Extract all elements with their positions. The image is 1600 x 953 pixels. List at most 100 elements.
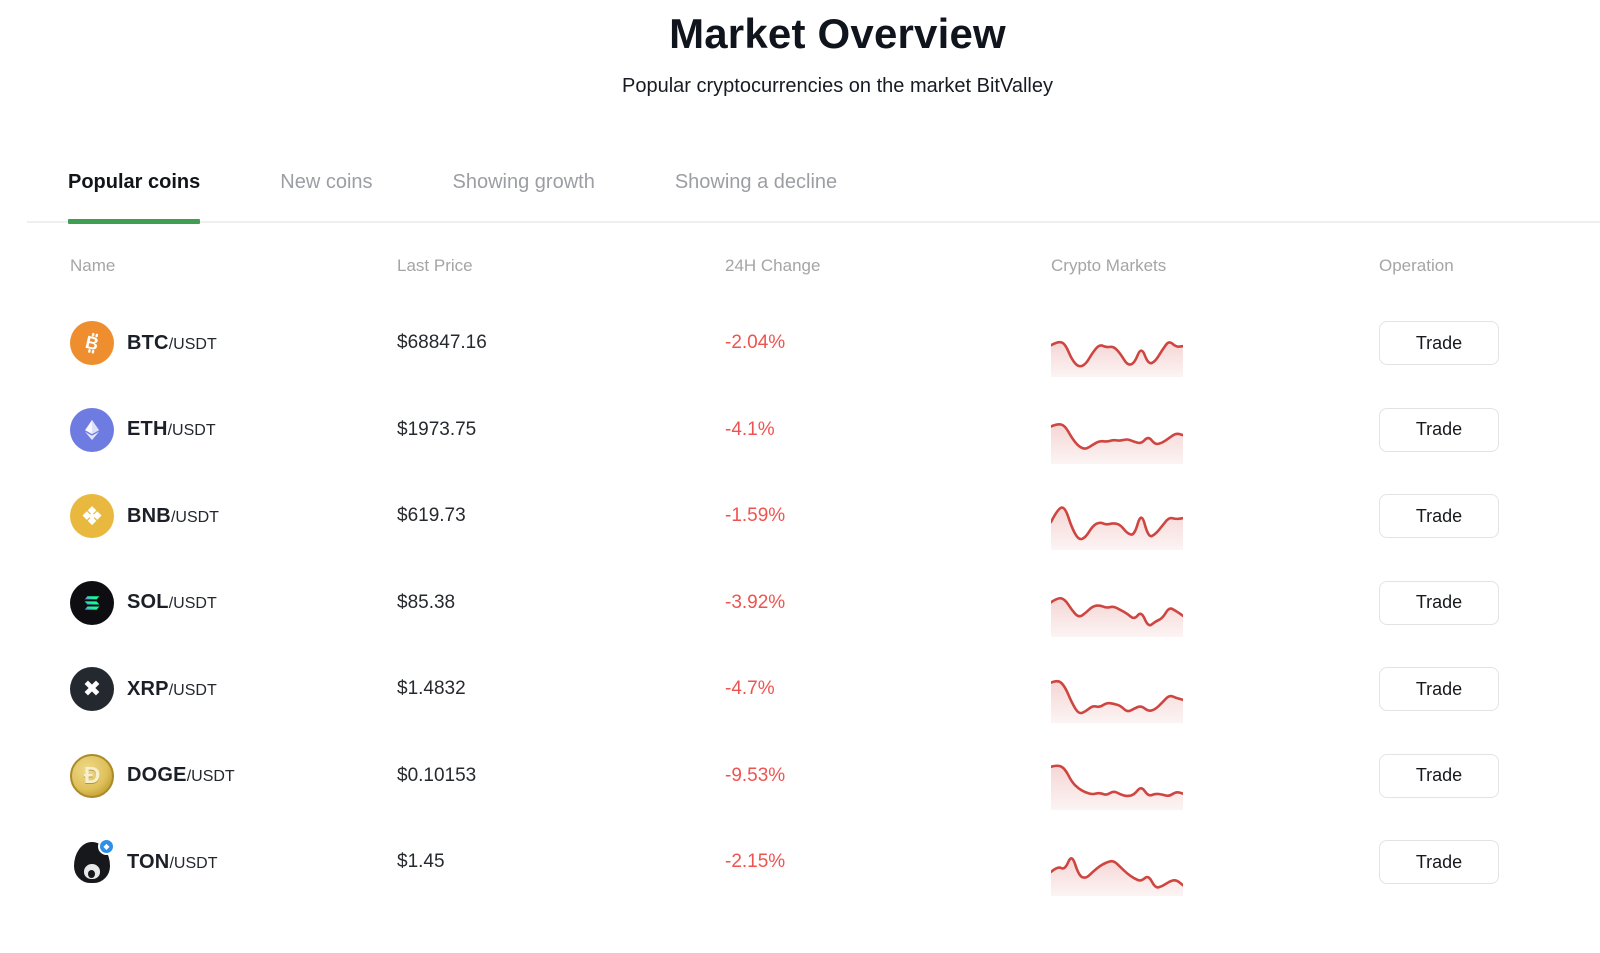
last-price-cell: $85.38 [397,592,725,614]
change-24h: -2.15% [725,851,786,873]
coin-pair-suffix: /USDT [167,422,216,440]
coin-pair: BNB/USDT [127,505,219,528]
change-24h: -3.92% [725,591,786,613]
column-header-24h-change: 24H Change [725,256,821,275]
coin-symbol: DOGE [127,764,187,787]
page-subtitle: Popular cryptocurrencies on the market B… [622,75,1053,97]
coin-pair-suffix: /USDT [168,681,217,699]
change-cell: -3.92% [725,592,1051,614]
table-row: ✖ XRP/USDT $1.4832 -4.7% Trade [70,646,1600,733]
table-row: Ð DOGE/USDT $0.10153 -9.53% Trade [70,733,1600,820]
last-price-cell: $1.45 [397,851,725,873]
coin-pair-suffix: /USDT [168,335,217,353]
coin-name-cell: ETH/USDT [70,407,397,452]
page-title: Market Overview [669,10,1006,57]
table-body: B BTC/USDT $68847.16 -2.04% Trade ETH/USDT $19… [70,300,1600,906]
coin-symbol: ETH [127,418,168,441]
last-price: $1.45 [397,851,445,873]
page-header: Market Overview Popular cryptocurrencies… [0,0,1600,98]
coin-pair-suffix: /USDT [168,595,217,613]
coin-name-cell: Ð DOGE/USDT [70,753,397,798]
sparkline-chart [1051,756,1379,810]
coin-name-cell: ❖ ◆ BNB/USDT [70,494,397,539]
coin-symbol: TON [127,850,170,873]
coin-pair-suffix: /USDT [186,768,235,786]
change-24h: -2.04% [725,332,786,354]
sparkline-cell [1051,396,1379,464]
xrp-icon: ✖ [70,667,114,712]
change-cell: -1.59% [725,505,1051,527]
coin-pair-suffix: /USDT [169,854,218,872]
coin-symbol: XRP [127,677,169,700]
last-price: $1973.75 [397,418,477,440]
table-row: ◆ TON/USDT $1.45 -2.15% Trade [70,819,1600,906]
coin-pair: SOL/USDT [127,591,217,614]
tabs-bar: Popular coins New coins Showing growth Show… [27,171,1600,224]
operation-cell: Trade [1379,753,1530,798]
last-price-cell: $0.10153 [397,765,725,787]
coin-pair: TON/USDT [127,851,217,874]
change-24h: -4.1% [725,418,775,440]
btc-icon: B [70,321,114,366]
tabs: Popular coins New coins Showing growth Show… [27,171,1600,224]
coin-name-cell: SOL/USDT [70,580,397,625]
trade-button[interactable]: Trade [1379,494,1499,539]
change-cell: -2.04% [725,332,1051,354]
sparkline-cell [1051,742,1379,810]
operation-cell: Trade [1379,494,1530,539]
change-24h: -9.53% [725,764,786,786]
operation-cell: Trade [1379,580,1530,625]
coin-symbol: SOL [127,591,169,614]
column-header-crypto-markets: Crypto Markets [1051,256,1167,275]
tab-new-coins[interactable]: New coins [280,171,373,193]
operation-cell: Trade [1379,407,1530,452]
last-price: $0.10153 [397,764,477,786]
sparkline-chart [1051,842,1379,897]
sparkline-cell [1051,482,1379,551]
last-price-cell: $619.73 [397,505,725,527]
tab-showing-growth[interactable]: Showing growth [452,171,595,193]
trade-button[interactable]: Trade [1379,321,1499,366]
trade-button[interactable]: Trade [1379,580,1499,625]
coin-name-cell: ✖ XRP/USDT [70,667,397,712]
change-24h: -4.7% [725,678,775,700]
change-cell: -4.1% [725,419,1051,441]
coin-pair: BTC/USDT [127,332,217,355]
trade-button[interactable]: Trade [1379,753,1499,798]
market-table: Name Last Price 24H Change Crypto Markets Op… [0,223,1600,906]
ton-icon: ◆ [70,838,115,884]
tab-popular-coins[interactable]: Popular coins [68,171,201,224]
coin-name-cell: B BTC/USDT [70,321,397,366]
last-price: $68847.16 [397,332,487,354]
operation-cell: Trade [1379,667,1530,712]
last-price-cell: $1973.75 [397,419,725,441]
sparkline-chart [1051,669,1379,724]
coin-symbol: BNB [127,504,171,527]
table-row: B BTC/USDT $68847.16 -2.04% Trade [70,300,1600,387]
change-cell: -2.15% [725,851,1051,873]
sol-icon [70,580,114,625]
last-price-cell: $68847.16 [397,332,725,354]
sparkline-chart [1051,583,1379,637]
tab-showing-a-decline[interactable]: Showing a decline [674,171,838,193]
table-header-row: Name Last Price 24H Change Crypto Markets Op… [70,223,1600,276]
coin-pair: DOGE/USDT [127,764,235,787]
coin-name-cell: ◆ TON/USDT [70,838,397,884]
sparkline-cell [1051,655,1379,724]
trade-button[interactable]: Trade [1379,840,1499,885]
table-row: ❖ ◆ BNB/USDT $619.73 -1.59% Trade [70,473,1600,560]
bnb-icon: ❖ ◆ [70,494,114,539]
trade-button[interactable]: Trade [1379,667,1499,712]
coin-symbol: BTC [127,331,169,354]
coin-pair: ETH/USDT [127,418,216,441]
sparkline-chart [1051,496,1379,551]
column-header-operation: Operation [1379,256,1454,275]
operation-cell: Trade [1379,840,1530,885]
column-header-last-price: Last Price [397,256,473,275]
last-price: $85.38 [397,591,456,613]
coin-pair: XRP/USDT [127,678,217,701]
table-row: ETH/USDT $1973.75 -4.1% Trade [70,387,1600,474]
last-price-cell: $1.4832 [397,678,725,700]
trade-button[interactable]: Trade [1379,407,1499,452]
